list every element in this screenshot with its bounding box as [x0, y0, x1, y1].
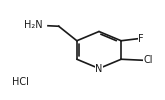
- Text: N: N: [95, 64, 103, 74]
- Text: HCl: HCl: [12, 77, 28, 87]
- Text: H₂N: H₂N: [24, 20, 42, 30]
- Text: F: F: [138, 34, 144, 44]
- Text: Cl: Cl: [143, 55, 153, 65]
